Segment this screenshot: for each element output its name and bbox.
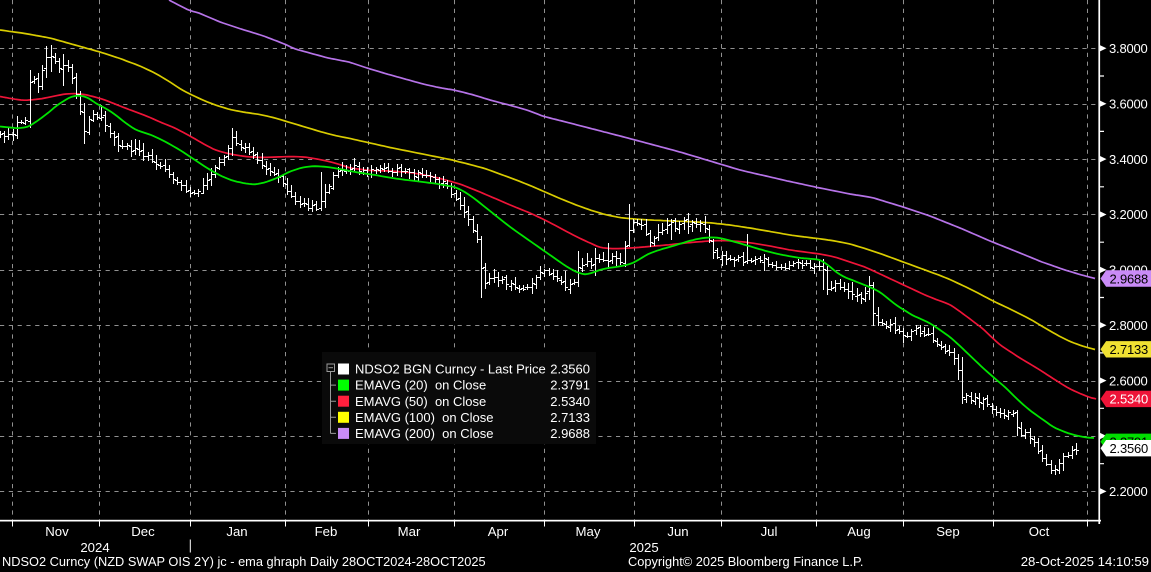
svg-text:2.5340: 2.5340 xyxy=(1110,392,1149,407)
svg-text:2.2000: 2.2000 xyxy=(1109,484,1148,499)
svg-text:Feb: Feb xyxy=(315,524,338,539)
svg-text:EMAVG (200) on Close: EMAVG (200) on Close xyxy=(355,426,493,441)
svg-text:2.7133: 2.7133 xyxy=(1110,342,1149,357)
svg-text:Jun: Jun xyxy=(667,524,688,539)
svg-text:2.7133: 2.7133 xyxy=(550,410,590,425)
svg-text:Jan: Jan xyxy=(226,524,247,539)
svg-text:EMAVG (50) on Close: EMAVG (50) on Close xyxy=(355,394,486,409)
svg-text:NDSO2 Curncy (NZD SWAP OIS 2Y): NDSO2 Curncy (NZD SWAP OIS 2Y) jc - ema … xyxy=(2,554,486,569)
svg-text:2.3560: 2.3560 xyxy=(550,362,590,377)
svg-text:2.3560: 2.3560 xyxy=(1110,441,1149,456)
svg-text:2.3791: 2.3791 xyxy=(550,378,590,393)
svg-text:Dec: Dec xyxy=(131,524,155,539)
svg-text:2.5340: 2.5340 xyxy=(550,394,590,409)
svg-text:Jul: Jul xyxy=(761,524,778,539)
svg-text:28-Oct-2025 14:10:59: 28-Oct-2025 14:10:59 xyxy=(1021,554,1149,569)
svg-text:2.8000: 2.8000 xyxy=(1109,318,1148,333)
svg-text:2.6000: 2.6000 xyxy=(1109,373,1148,388)
svg-text:Sep: Sep xyxy=(936,524,959,539)
svg-text:Oct: Oct xyxy=(1029,524,1050,539)
svg-text:3.2000: 3.2000 xyxy=(1109,207,1148,222)
svg-text:2.9688: 2.9688 xyxy=(550,426,590,441)
svg-text:EMAVG (100) on Close: EMAVG (100) on Close xyxy=(355,410,493,425)
svg-text:Aug: Aug xyxy=(847,524,870,539)
svg-text:Mar: Mar xyxy=(398,524,421,539)
svg-text:Nov: Nov xyxy=(45,524,69,539)
svg-text:3.8000: 3.8000 xyxy=(1109,41,1148,56)
svg-text:Copyright© 2025 Bloomberg Fina: Copyright© 2025 Bloomberg Finance L.P. xyxy=(628,554,863,569)
svg-text:Apr: Apr xyxy=(488,524,509,539)
svg-text:NDSO2 BGN Curncy - Last Price: NDSO2 BGN Curncy - Last Price xyxy=(355,362,546,377)
svg-text:EMAVG (20) on Close: EMAVG (20) on Close xyxy=(355,378,486,393)
svg-text:3.4000: 3.4000 xyxy=(1109,152,1148,167)
svg-text:2.9688: 2.9688 xyxy=(1110,271,1149,286)
svg-text:3.6000: 3.6000 xyxy=(1109,96,1148,111)
svg-text:2025: 2025 xyxy=(629,540,658,555)
svg-text:2024: 2024 xyxy=(80,540,109,555)
svg-text:May: May xyxy=(576,524,601,539)
